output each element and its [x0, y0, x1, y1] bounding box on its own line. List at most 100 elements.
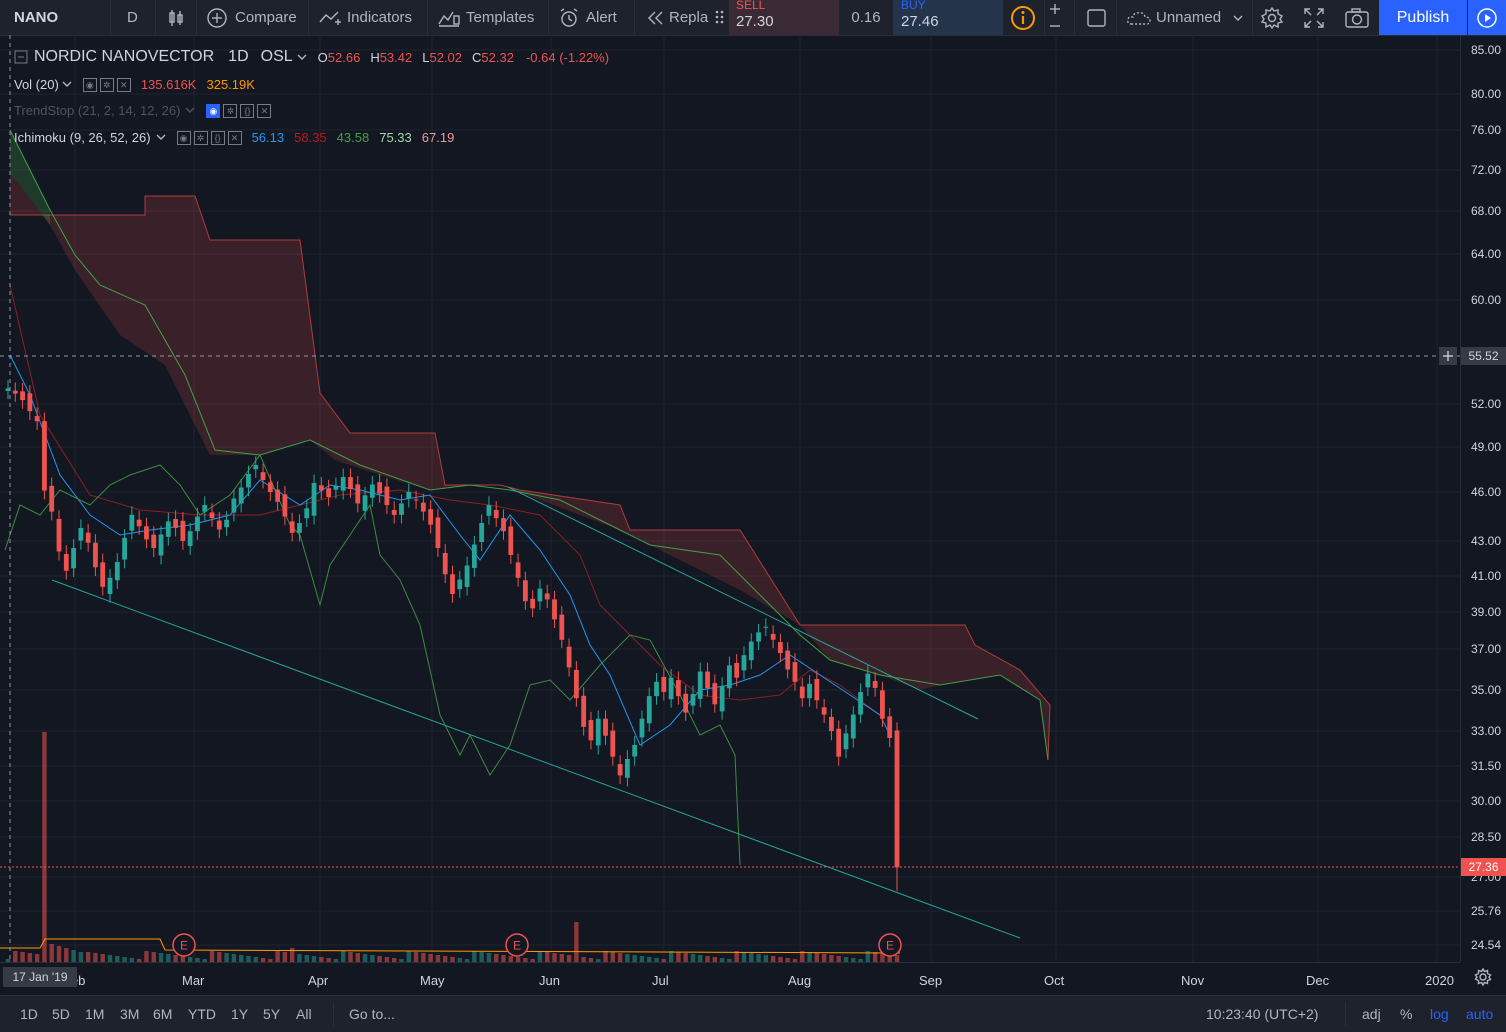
- volume-bar: [122, 957, 127, 962]
- buy-button[interactable]: BUY 27.46: [893, 0, 1003, 35]
- symbol-search[interactable]: NANO: [14, 0, 58, 35]
- axis-settings-button[interactable]: [1473, 967, 1495, 989]
- volume-bar: [348, 952, 353, 962]
- decrease-qty-button[interactable]: [1044, 17, 1065, 35]
- volume-bar: [304, 955, 309, 962]
- period-1d[interactable]: 1D: [20, 1006, 38, 1022]
- percent-toggle[interactable]: %: [1400, 1006, 1413, 1022]
- period-1m[interactable]: 1M: [85, 1006, 105, 1022]
- volume-bar: [625, 954, 630, 962]
- indicators-button[interactable]: Indicators: [318, 0, 412, 35]
- eye-icon[interactable]: ◉: [82, 78, 97, 92]
- adj-toggle[interactable]: adj: [1362, 1006, 1381, 1022]
- compare-button[interactable]: Compare: [206, 0, 297, 35]
- volume-bar: [865, 951, 871, 962]
- trade-panel-handle[interactable]: [711, 0, 729, 35]
- eye-off-icon[interactable]: ◉: [206, 104, 221, 118]
- chevron-down-icon[interactable]: [62, 79, 72, 89]
- gear-icon[interactable]: ✲: [99, 78, 114, 92]
- candle-body: [369, 484, 375, 498]
- volume-ma-line: [0, 938, 901, 954]
- ichimoku-indicator-name[interactable]: Ichimoku (9, 26, 52, 26): [14, 129, 151, 145]
- snapshot-button[interactable]: [1344, 0, 1370, 35]
- price-tick-label: 60.00: [1470, 293, 1501, 307]
- volume-bar: [472, 951, 477, 962]
- volume-bar: [829, 955, 834, 962]
- eye-icon[interactable]: ◉: [176, 131, 191, 145]
- legend-exchange: OSL: [260, 48, 293, 65]
- candle-body: [778, 642, 783, 654]
- period-all[interactable]: All: [296, 1006, 312, 1022]
- info-button[interactable]: [1010, 0, 1036, 35]
- gear-icon[interactable]: ✲: [223, 104, 238, 118]
- publish-button[interactable]: Publish: [1379, 0, 1467, 35]
- clock-timezone[interactable]: 10:23:40 (UTC+2): [1206, 1006, 1319, 1022]
- lower-trend-line: [51, 579, 1021, 939]
- period-6m[interactable]: 6M: [153, 1006, 173, 1022]
- replay-button[interactable]: Repla: [645, 0, 708, 35]
- interval-button[interactable]: D: [127, 0, 138, 35]
- low-label: L: [422, 49, 430, 65]
- time-axis[interactable]: FebMarAprMayJunJulAugSepOctNovDec2020: [0, 962, 1460, 995]
- volume-bar: [639, 956, 645, 962]
- log-toggle[interactable]: log: [1430, 1006, 1449, 1022]
- price-tick-label: 33.00: [1470, 724, 1501, 738]
- candle-body: [173, 518, 178, 528]
- period-5d[interactable]: 5D: [52, 1006, 70, 1022]
- earnings-marker[interactable]: E: [878, 933, 902, 957]
- earnings-marker[interactable]: E: [505, 933, 529, 957]
- gear-icon[interactable]: ✲: [193, 131, 208, 145]
- candle-body: [617, 764, 623, 776]
- volume-bar: [588, 958, 594, 962]
- close-icon[interactable]: ✕: [257, 104, 272, 118]
- auto-toggle[interactable]: auto: [1466, 1006, 1494, 1022]
- volume-bar: [180, 956, 186, 962]
- close-icon[interactable]: ✕: [116, 78, 131, 92]
- sell-button[interactable]: SELL 27.30: [729, 0, 839, 35]
- goto-date-button[interactable]: Go to...: [349, 1006, 395, 1022]
- source-code-icon[interactable]: {}: [240, 104, 255, 118]
- volume-bar: [42, 732, 47, 962]
- volume-bar: [399, 959, 404, 962]
- chevron-down-icon[interactable]: [296, 51, 308, 63]
- crosshair-add-button[interactable]: [1439, 347, 1457, 365]
- volume-bar: [800, 951, 805, 962]
- increase-qty-button[interactable]: [1044, 0, 1065, 17]
- period-5y[interactable]: 5Y: [263, 1006, 281, 1022]
- close-icon[interactable]: ✕: [227, 131, 242, 145]
- volume-bar: [712, 957, 718, 962]
- period-1y[interactable]: 1Y: [231, 1006, 249, 1022]
- layout-button[interactable]: [1086, 0, 1108, 35]
- volume-bar: [202, 959, 207, 962]
- chevron-down-icon[interactable]: [185, 105, 195, 115]
- templates-button[interactable]: Templates: [437, 0, 534, 35]
- candle-body: [450, 574, 455, 594]
- volume-bar: [187, 957, 193, 962]
- volume-bar: [741, 952, 747, 962]
- chevron-down-icon[interactable]: [156, 132, 166, 142]
- trendstop-indicator-name[interactable]: TrendStop (21, 2, 14, 12, 26): [14, 102, 181, 118]
- time-tick-label: Jun: [539, 973, 560, 988]
- publish-play-button[interactable]: [1468, 0, 1506, 35]
- chart-type-button[interactable]: [166, 0, 186, 35]
- symbol-title[interactable]: NORDIC NANOVECTOR: [34, 48, 215, 65]
- period-ytd[interactable]: YTD: [188, 1006, 216, 1022]
- candle-body: [93, 542, 98, 568]
- settings-button[interactable]: [1260, 0, 1284, 35]
- ichimoku-lead2-value: 67.19: [421, 129, 455, 145]
- volume-bar: [34, 954, 40, 962]
- price-axis[interactable]: 85.00 80.00 76.00 72.00 68.00 64.00 60.00 52.00…: [1460, 36, 1506, 962]
- period-3m[interactable]: 3M: [120, 1006, 140, 1022]
- volume-bars: [0, 732, 901, 962]
- info-icon: [1011, 5, 1035, 30]
- earnings-marker[interactable]: E: [172, 933, 196, 957]
- volume-bar: [559, 954, 565, 962]
- source-code-icon[interactable]: {}: [210, 131, 225, 145]
- volume-bar: [814, 953, 820, 962]
- collapse-legend-icon[interactable]: [14, 50, 28, 64]
- volume-indicator-name[interactable]: Vol (20): [14, 76, 59, 92]
- layout-name-dropdown[interactable]: Unnamed: [1126, 0, 1245, 35]
- alert-button[interactable]: Alert: [558, 0, 617, 35]
- fullscreen-button[interactable]: [1303, 0, 1325, 35]
